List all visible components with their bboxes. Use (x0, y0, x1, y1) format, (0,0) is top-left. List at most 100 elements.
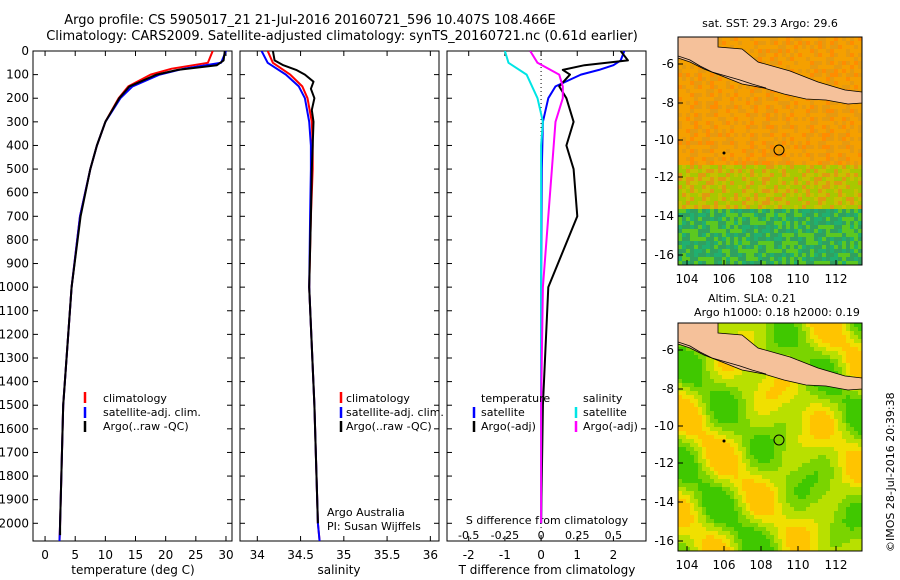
sla-cell (838, 483, 843, 488)
sla-cell (846, 479, 851, 484)
sst-cell (858, 213, 862, 218)
sla-cell (770, 327, 775, 332)
sst-cell (786, 149, 791, 154)
sla-cell (738, 495, 743, 500)
sst-cell (834, 105, 839, 110)
sst-cell (846, 153, 851, 158)
sst-cell (698, 129, 703, 134)
sla-cell (786, 395, 791, 400)
sst-cell (806, 73, 811, 78)
sla-cell (746, 455, 751, 460)
sst-cell (734, 205, 739, 210)
sst-cell (842, 217, 847, 222)
sst-cell (782, 113, 787, 118)
sst-cell (714, 77, 719, 82)
sla-cell (826, 407, 831, 412)
sst-cell (718, 101, 723, 106)
sst-cell (710, 97, 715, 102)
sst-cell (814, 53, 819, 58)
sla-cell (698, 499, 703, 504)
sst-cell (758, 165, 763, 170)
sst-cell (810, 45, 815, 50)
sst-cell (754, 217, 759, 222)
sla-cell (834, 355, 839, 360)
sst-cell (818, 141, 823, 146)
sst-cell (678, 229, 683, 234)
sla-cell (834, 467, 839, 472)
sst-cell (782, 101, 787, 106)
sst-cell (846, 105, 851, 110)
sla-cell (686, 355, 691, 360)
sst-cell (782, 61, 787, 66)
sst-cell (786, 165, 791, 170)
sst-cell (770, 209, 775, 214)
sst-cell (766, 129, 771, 134)
sla-cell (718, 471, 723, 476)
sst-cell (734, 237, 739, 242)
sst-cell (746, 225, 751, 230)
sst-cell (846, 261, 851, 265)
sst-cell (846, 221, 851, 226)
sst-cell (678, 233, 683, 238)
sst-cell (830, 45, 835, 50)
sst-cell (690, 129, 695, 134)
sla-cell (754, 487, 759, 492)
sst-cell (794, 153, 799, 158)
sla-cell (794, 387, 799, 392)
sla-cell (814, 459, 819, 464)
sst-cell (846, 65, 851, 70)
sla-cell (802, 463, 807, 468)
sst-cell (854, 161, 859, 166)
sla-cell (802, 495, 807, 500)
sst-cell (686, 61, 691, 66)
sla-cell (798, 439, 803, 444)
sla-cell (738, 451, 743, 456)
sst-cell (782, 145, 787, 150)
sla-cell (686, 455, 691, 460)
sla-cell (778, 455, 783, 460)
sla-cell (758, 323, 763, 328)
sst-cell (722, 109, 727, 114)
sst-cell (810, 129, 815, 134)
sst-cell (714, 225, 719, 230)
sst-cell (694, 201, 699, 206)
sst-cell (806, 137, 811, 142)
sst-cell (686, 145, 691, 150)
sla-cell (850, 483, 855, 488)
temperature-legend: climatology satellite-adj. clim. Argo(..… (83, 392, 201, 433)
sst-cell (822, 137, 827, 142)
sla-cell (850, 327, 855, 332)
sst-cell (822, 45, 827, 50)
sst-cell (790, 225, 795, 230)
sst-cell (770, 137, 775, 142)
sst-cell (802, 185, 807, 190)
sst-cell (694, 173, 699, 178)
sst-cell (698, 69, 703, 74)
temperature-xtick-label: 25 (188, 548, 203, 562)
sst-cell (806, 101, 811, 106)
sst-cell (794, 225, 799, 230)
sst-cell (770, 217, 775, 222)
sst-cell (854, 237, 859, 242)
sla-cell (834, 471, 839, 476)
sst-cell (822, 65, 827, 70)
sst-cell (814, 253, 819, 258)
sla-cell (818, 491, 823, 496)
sla-cell (694, 423, 699, 428)
sst-cell (854, 233, 859, 238)
sla-cell (802, 407, 807, 412)
sst-cell (794, 61, 799, 66)
sst-cell (810, 157, 815, 162)
sst-cell (794, 37, 799, 42)
sla-cell (774, 335, 779, 340)
legend-label-t-argo: Argo(-adj) (481, 420, 536, 433)
sla-cell (810, 343, 815, 348)
sst-cell (850, 225, 855, 230)
sst-cell (726, 201, 731, 206)
sla-cell (834, 475, 839, 480)
sla-cell (742, 327, 747, 332)
sla-cell (846, 403, 851, 408)
sst-cell (734, 41, 739, 46)
sla-cell (786, 443, 791, 448)
sst-cell (774, 201, 779, 206)
